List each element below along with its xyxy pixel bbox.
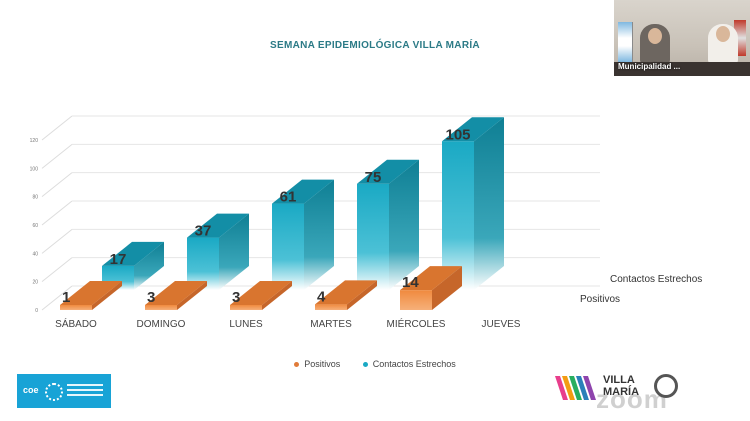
y-tick-label-6: 120: [30, 138, 39, 144]
bar-positivos-side-4: [432, 266, 462, 310]
x-tick-label-5: JUEVES: [482, 319, 521, 330]
coe-logo-lines: [67, 384, 103, 399]
data-label-contactos-4: 105: [445, 126, 470, 143]
bar-contactos-3: [357, 183, 389, 290]
bar-contactos-top-1: [187, 213, 249, 238]
depth-label-contactos: Contactos Estrechos: [610, 274, 702, 285]
desk: [614, 62, 750, 76]
head-left: [648, 28, 662, 44]
bar-contactos-top-3: [357, 159, 419, 184]
head-right: [716, 26, 730, 42]
data-label-contactos-3: 75: [365, 169, 382, 186]
bar-positivos-side-3: [347, 280, 377, 310]
x-tick-label-2: LUNES: [229, 319, 263, 330]
bar-contactos-side-4: [474, 117, 504, 290]
bar-positivos-top-4: [400, 266, 462, 291]
villa-maria-logo-line2: MARÍA: [603, 386, 640, 398]
legend-item-contactos: Contactos Estrechos: [362, 359, 456, 369]
bar-contactos-side-3: [389, 159, 419, 290]
gridline-depth-0: [41, 285, 73, 311]
bar-positivos-top-3: [315, 280, 377, 305]
data-label-contactos-2: 61: [280, 189, 297, 206]
y-tick-label-5: 100: [30, 166, 39, 172]
depth-label-positivos: Positivos: [580, 294, 620, 305]
legend-label-contactos: Contactos Estrechos: [372, 359, 456, 369]
y-tick-label-3: 60: [32, 223, 38, 229]
data-label-positivos-1: 3: [147, 289, 155, 306]
data-label-positivos-4: 14: [402, 274, 419, 291]
gridline-depth-6: [41, 115, 73, 141]
bar-positivos-3: [315, 304, 347, 310]
x-tick-label-1: DOMINGO: [137, 319, 186, 330]
gridline-depth-4: [41, 172, 73, 198]
gridline-depth-5: [41, 143, 73, 169]
bar-positivos-side-0: [92, 281, 122, 310]
bar-contactos-top-0: [102, 241, 164, 266]
data-label-positivos-0: 1: [62, 289, 70, 306]
bar-contactos-top-2: [272, 179, 334, 204]
x-tick-label-4: MIÉRCOLES: [387, 317, 446, 330]
legend-dot-contactos: [362, 362, 368, 368]
villa-maria-logo-text: VILLA MARÍA: [603, 374, 639, 398]
y-tick-label-2: 40: [32, 251, 38, 257]
bar-positivos-4: [400, 290, 432, 310]
data-label-positivos-2: 3: [232, 289, 240, 306]
y-tick-label-0: 0: [35, 308, 38, 314]
chart-title: SEMANA EPIDEMIOLÓGICA VILLA MARÍA: [270, 40, 480, 51]
villa-maria-logo-icon: [555, 376, 596, 400]
data-label-contactos-0: 17: [110, 251, 127, 268]
zoom-circle-icon: [654, 374, 678, 398]
bar-positivos-top-2: [230, 281, 292, 305]
gridline-depth-1: [41, 257, 73, 283]
bar-positivos-1: [145, 305, 177, 310]
bar-positivos-top-1: [145, 281, 207, 305]
video-participant-tile[interactable]: Municipalidad ...: [614, 0, 750, 76]
bar-positivos-2: [230, 305, 262, 310]
coe-logo-text: coe: [23, 385, 39, 395]
data-label-contactos-1: 37: [195, 223, 212, 240]
data-label-positivos-3: 4: [317, 288, 326, 305]
gridline-depth-2: [41, 228, 73, 254]
bar-positivos-side-1: [177, 281, 207, 310]
bar-contactos-2: [272, 203, 304, 290]
participant-name-label: Municipalidad ...: [618, 62, 681, 71]
legend-dot-positivos: [294, 362, 300, 368]
legend-label-positivos: Positivos: [304, 359, 341, 369]
flag-left: [618, 22, 633, 62]
bar-contactos-side-2: [304, 179, 334, 290]
bar-positivos-top-0: [60, 281, 122, 305]
legend-item-positivos: Positivos: [294, 359, 340, 369]
bar-contactos-side-1: [219, 213, 249, 290]
y-tick-label-4: 80: [32, 195, 38, 201]
gridline-depth-3: [41, 200, 73, 226]
y-tick-label-1: 20: [32, 280, 38, 286]
bar-positivos-0: [60, 305, 92, 310]
villa-maria-logo-line1: VILLA: [603, 374, 635, 386]
bar-contactos-4: [442, 141, 474, 290]
coe-logo-ring-icon: [45, 383, 63, 401]
chart-legend: Positivos Contactos Estrechos: [0, 359, 750, 369]
coe-logo: coe: [17, 374, 111, 408]
bar-contactos-top-4: [442, 117, 504, 142]
bar-positivos-side-2: [262, 281, 292, 310]
x-tick-label-0: SÁBADO: [55, 317, 97, 330]
bar-contactos-side-0: [134, 241, 164, 290]
x-tick-label-3: MARTES: [310, 319, 352, 330]
